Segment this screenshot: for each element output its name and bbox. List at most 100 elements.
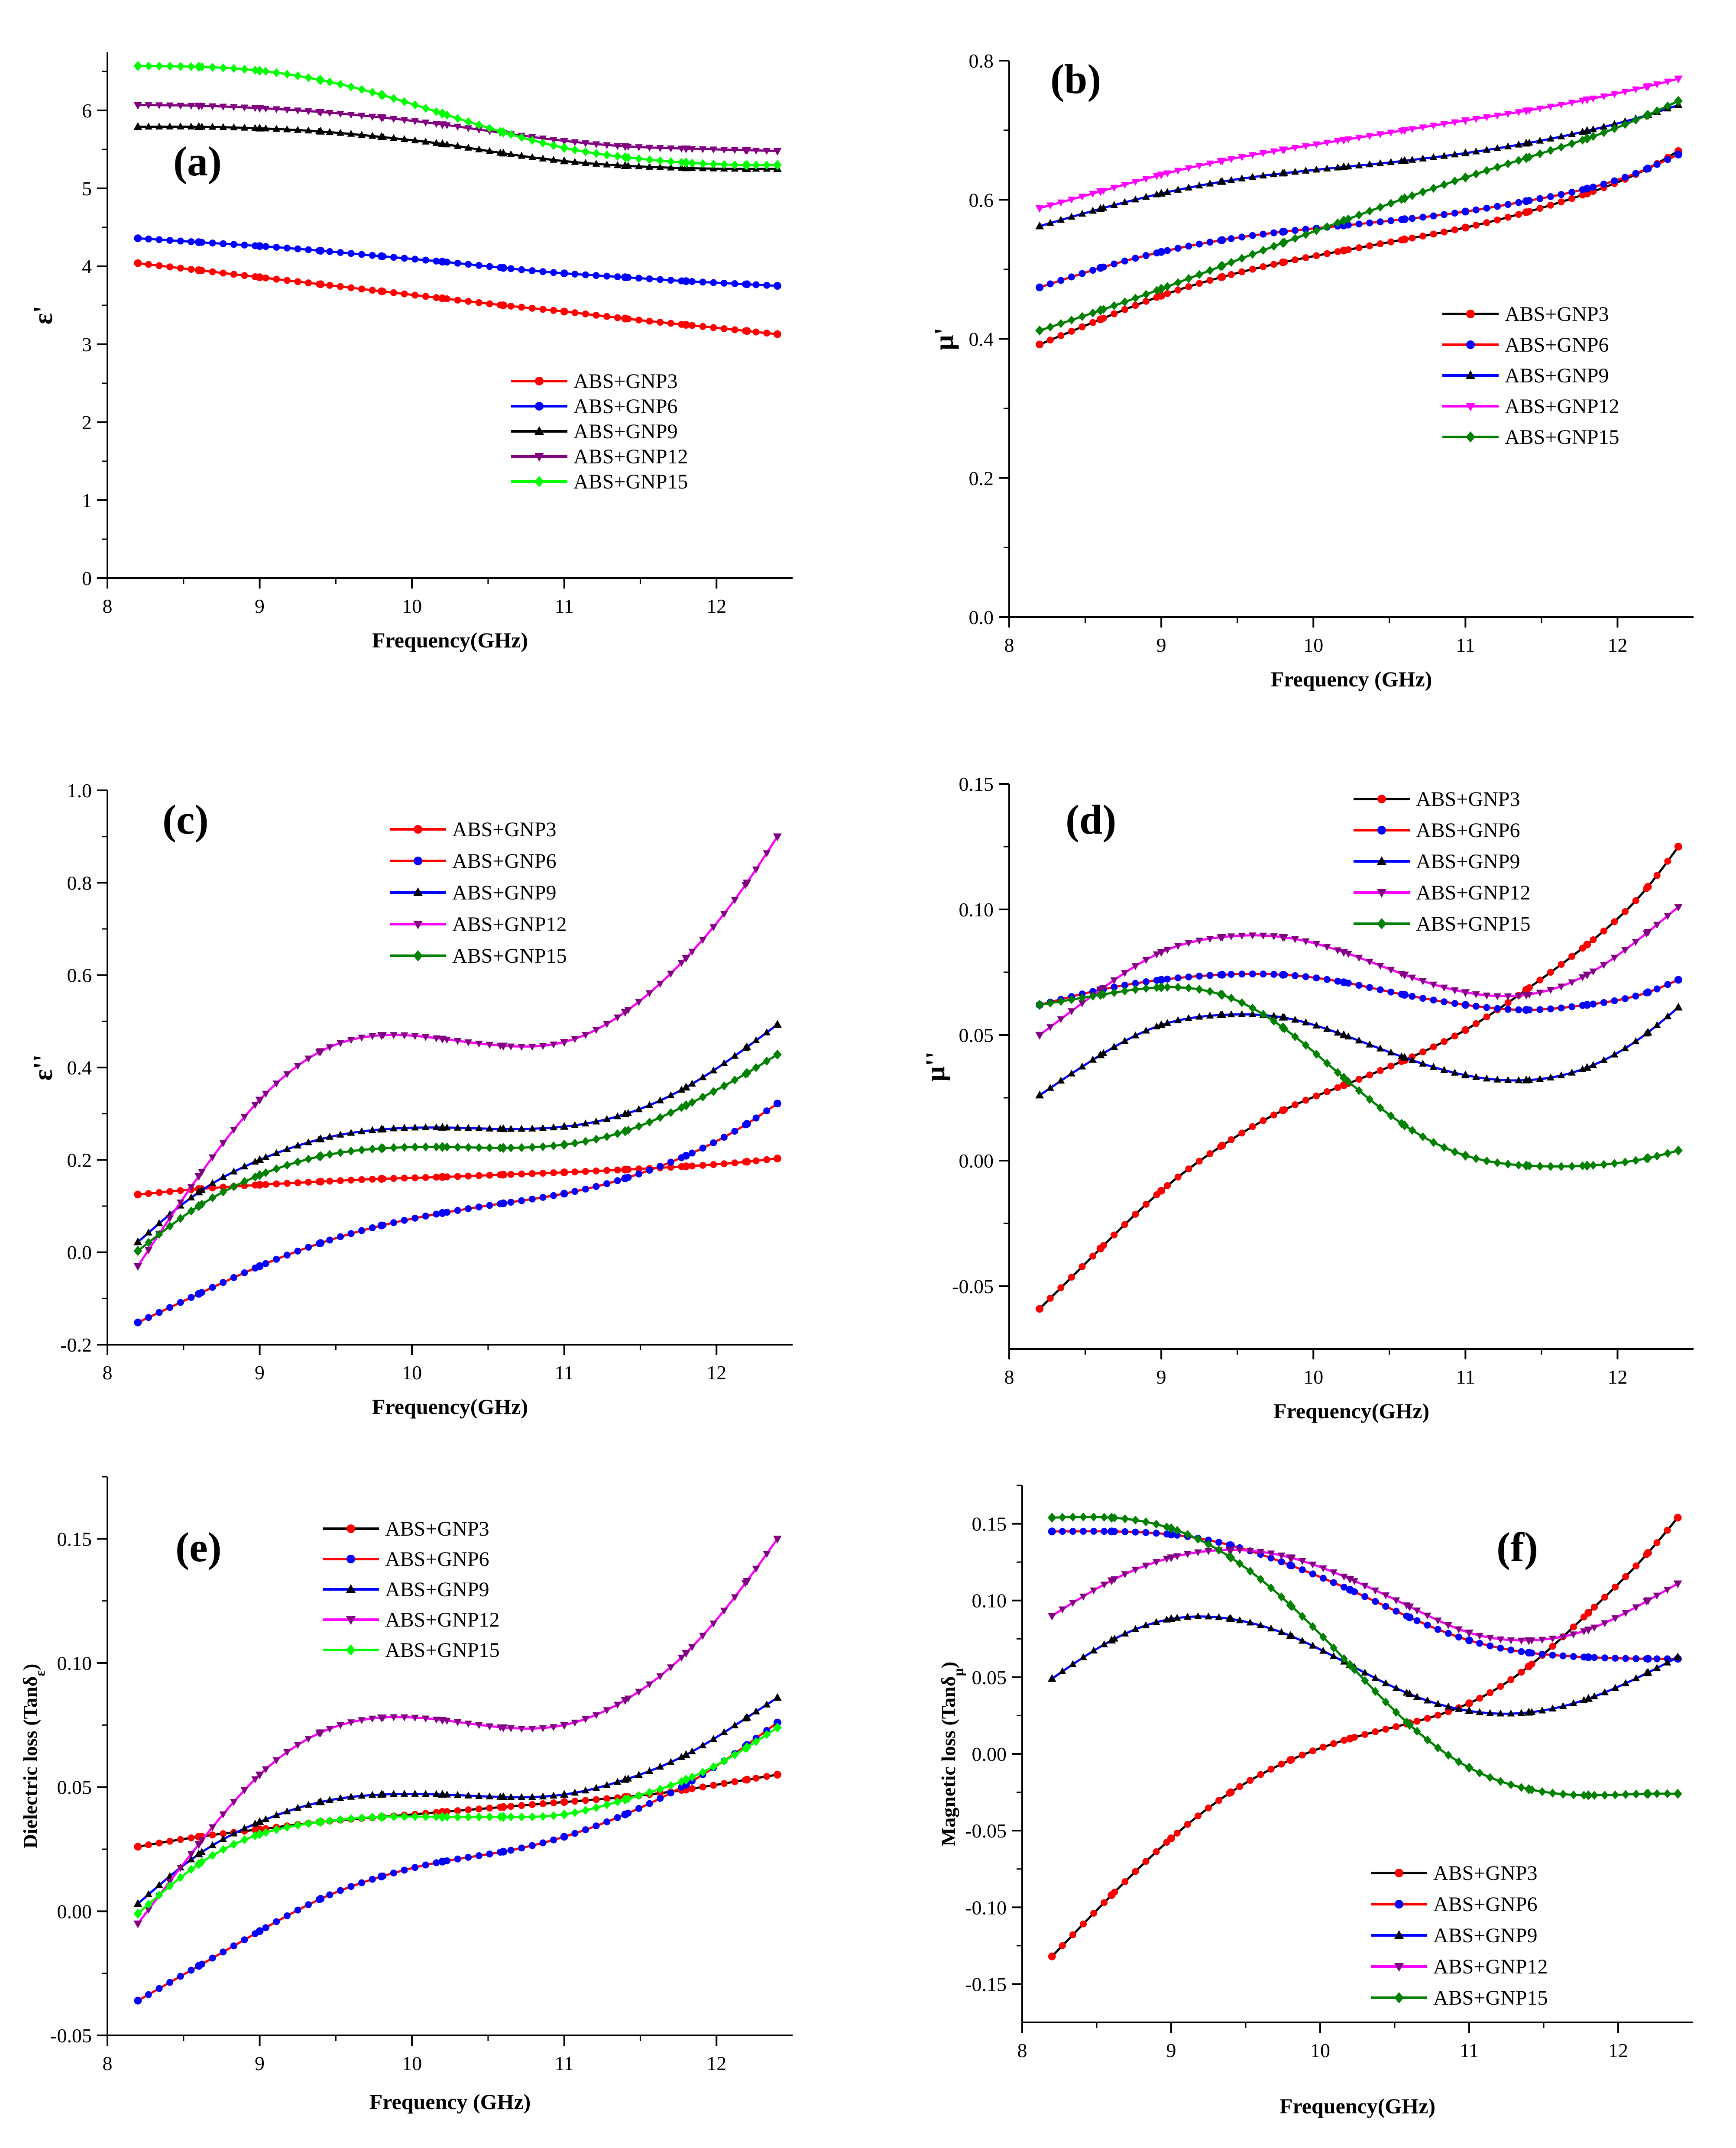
data-point [1568, 1003, 1576, 1010]
data-point [1496, 1636, 1505, 1643]
data-point [1096, 204, 1105, 212]
data-point [453, 123, 462, 131]
data-point [390, 1869, 397, 1876]
data-point [518, 1197, 525, 1204]
data-point [682, 321, 690, 329]
data-point [1472, 116, 1480, 123]
data-point [1376, 1044, 1384, 1051]
data-point [518, 1125, 526, 1132]
data-point [134, 1190, 142, 1199]
data-point [337, 1130, 344, 1138]
data-point [326, 1150, 334, 1159]
data-point [326, 77, 334, 87]
data-point [1195, 1013, 1203, 1020]
data-point [1249, 232, 1256, 239]
data-point [347, 1037, 355, 1044]
data-point [1557, 1162, 1565, 1171]
data-point [603, 313, 611, 320]
data-point [1267, 1550, 1275, 1558]
data-point [582, 1826, 589, 1834]
data-point [1174, 278, 1182, 287]
data-point [1068, 1069, 1075, 1077]
x-tick-label: 11 [555, 1362, 574, 1384]
data-point [155, 122, 163, 129]
data-point [1372, 1598, 1379, 1605]
data-point [1507, 1637, 1515, 1644]
x-tick-label: 9 [255, 1362, 265, 1384]
data-point [1346, 1585, 1354, 1594]
data-point [1142, 290, 1150, 299]
data-point [256, 1927, 264, 1935]
data-point [475, 1792, 483, 1799]
data-point [1302, 226, 1309, 233]
data-point [603, 272, 611, 280]
series-abs-gnp12 [1035, 904, 1683, 1040]
legend-entry: ABS+GNP6 [390, 850, 556, 873]
data-point [1279, 228, 1287, 236]
data-point [1644, 988, 1652, 996]
data-point [1121, 198, 1129, 205]
data-point [326, 1178, 334, 1185]
data-point [560, 1139, 569, 1150]
legend-entry: ABS+GNP12 [1371, 1955, 1548, 1978]
data-point [1330, 1740, 1337, 1747]
data-point [1590, 1624, 1598, 1632]
y-axis-label-subscript: μ [950, 1668, 966, 1676]
data-point [176, 1873, 185, 1882]
y-tick-label: 0.15 [959, 773, 994, 795]
legend-entry: ABS+GNP6 [511, 395, 677, 418]
data-point [1580, 1628, 1588, 1636]
data-point [1131, 963, 1140, 970]
data-point [1355, 161, 1363, 168]
data-point [539, 1170, 547, 1177]
legend-label: ABS+GNP3 [1505, 303, 1609, 326]
data-point [571, 139, 579, 146]
y-tick-label: 0.0 [67, 1242, 92, 1264]
data-point [145, 1238, 152, 1247]
data-point [390, 1714, 398, 1721]
data-point [1131, 1515, 1140, 1525]
data-point [1382, 1697, 1390, 1707]
data-point [316, 1048, 325, 1056]
data-point [1309, 1641, 1317, 1649]
data-point [1387, 199, 1395, 208]
data-point [763, 1730, 771, 1739]
data-point [1392, 1684, 1400, 1691]
data-point [1226, 1552, 1235, 1563]
data-point [499, 1142, 508, 1153]
data-point [699, 1741, 707, 1749]
data-point [571, 1036, 579, 1043]
data-point [347, 1719, 355, 1727]
data-point [499, 301, 508, 309]
data-point [752, 1707, 760, 1715]
data-point [1167, 1614, 1176, 1622]
data-point [1206, 1011, 1214, 1019]
data-point [1547, 987, 1555, 994]
x-tick-label: 12 [706, 1362, 726, 1384]
data-point [1408, 1126, 1416, 1135]
y-tick-label: -0.10 [965, 1896, 1007, 1918]
legend-marker [414, 825, 422, 834]
data-point [219, 1811, 227, 1818]
data-point [1334, 138, 1342, 145]
data-point [1434, 1743, 1442, 1753]
data-point [1048, 1952, 1056, 1960]
data-point [1270, 261, 1277, 268]
series-abs-gnp9 [133, 122, 782, 172]
data-point [550, 1799, 557, 1807]
data-point [1465, 1763, 1474, 1773]
data-point [613, 152, 622, 161]
legend-entry: ABS+GNP6 [1442, 333, 1609, 356]
data-point [1557, 142, 1565, 152]
data-point [773, 282, 781, 290]
data-point [752, 1157, 760, 1165]
data-point [1674, 976, 1682, 984]
data-point [283, 1145, 291, 1152]
data-point [475, 145, 483, 152]
data-point [304, 126, 312, 134]
data-point [166, 61, 174, 71]
data-point [688, 1080, 696, 1087]
data-point [1376, 1103, 1384, 1113]
data-point [1472, 206, 1480, 214]
